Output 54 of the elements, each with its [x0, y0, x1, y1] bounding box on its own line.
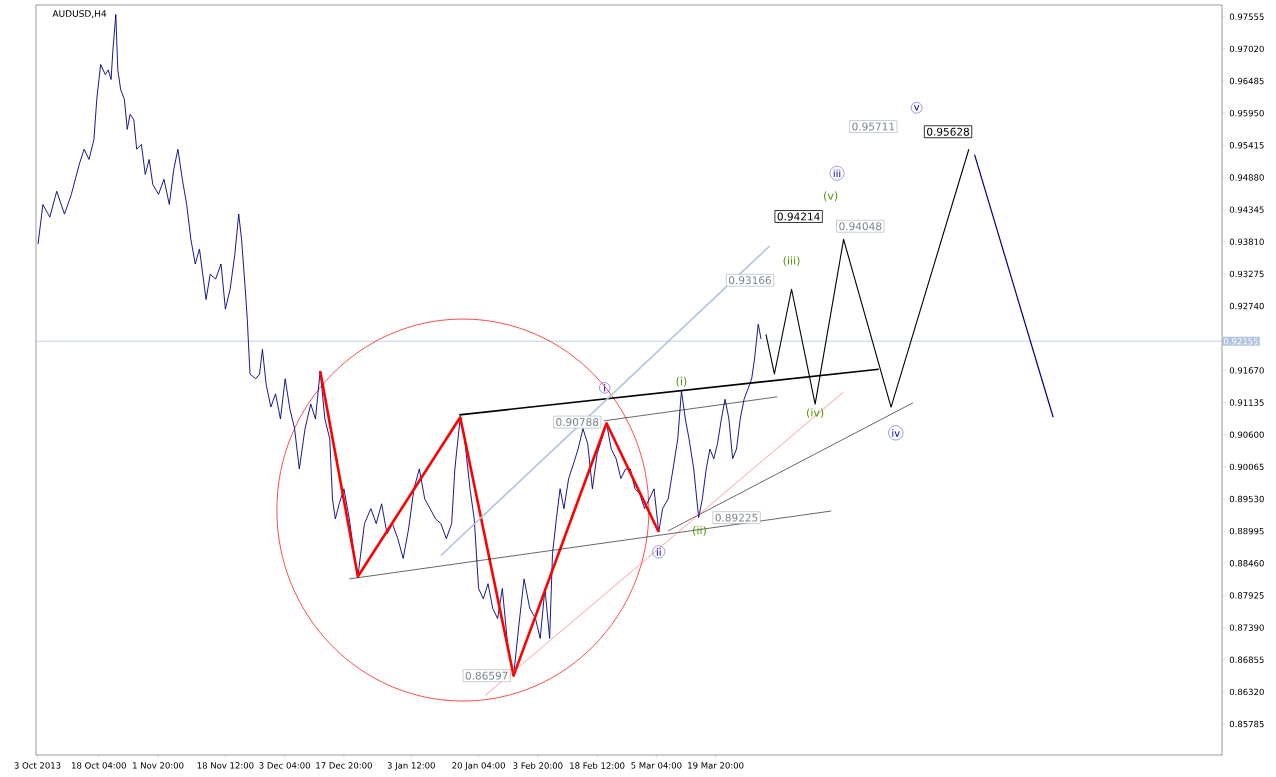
annotation: 0.95711: [852, 122, 895, 131]
x-tick-label: 18 Nov 12:00: [197, 762, 254, 769]
y-tick-label: 0.88995: [1229, 527, 1264, 535]
annotation: 0.86597: [465, 671, 508, 680]
y-tick-label: 0.95415: [1229, 142, 1264, 149]
y-tick-label: 0.90065: [1229, 463, 1264, 471]
annotation: (i): [676, 376, 687, 387]
x-tick-label: 20 Jan 04:00: [452, 762, 505, 771]
x-tick-label: 3 Oct 2013: [14, 762, 61, 769]
annotation: (ii): [693, 525, 706, 536]
ref-line-label: 0.92155: [1224, 338, 1258, 345]
y-tick-label: 0.97020: [1229, 45, 1264, 53]
x-tick-label: 3 Feb 20:00: [513, 762, 563, 769]
annotation: ii: [656, 548, 661, 556]
annotation: iii: [833, 169, 841, 178]
x-tick-label: 19 Mar 20:00: [688, 762, 744, 769]
y-tick-label: 0.86855: [1229, 656, 1264, 663]
y-tick-label: 0.88460: [1229, 560, 1264, 567]
y-tick-label: 0.94880: [1229, 174, 1264, 181]
y-tick-label: 0.87390: [1229, 624, 1264, 631]
x-tick-label: 17 Dec 20:00: [316, 762, 372, 769]
text: AUDUSD,H4: [52, 10, 107, 18]
y-tick-label: 0.89530: [1229, 495, 1264, 503]
y-tick-label: 0.86320: [1229, 688, 1264, 696]
annotation: i: [604, 384, 606, 392]
annotation: (iv): [807, 408, 824, 419]
y-tick-label: 0.90600: [1229, 431, 1264, 438]
annotation: 0.95628: [927, 127, 970, 136]
annotation: iv: [892, 429, 900, 437]
y-tick-label: 0.93810: [1229, 238, 1264, 245]
annotation: 0.90788: [556, 418, 599, 427]
annotation: 0.94048: [839, 222, 882, 231]
annotation: (v): [824, 191, 838, 202]
y-tick-label: 0.91135: [1229, 399, 1264, 406]
y-tick-label: 0.93275: [1229, 270, 1264, 278]
y-tick-label: 0.94345: [1229, 206, 1264, 213]
x-tick-label: 1 Nov 20:00: [133, 762, 184, 769]
annotation: 0.93166: [728, 276, 772, 285]
annotation: (iii): [783, 256, 800, 267]
y-tick-label: 0.91670: [1229, 367, 1264, 374]
y-tick-label: 0.92740: [1229, 302, 1264, 310]
x-tick-label: 18 Feb 12:00: [570, 762, 625, 769]
x-tick-label: 3 Jan 12:00: [387, 762, 435, 771]
x-tick-label: 3 Dec 04:00: [259, 762, 310, 769]
y-tick-label: 0.85785: [1229, 720, 1264, 728]
y-tick-label: 0.87925: [1229, 592, 1264, 599]
y-tick-label: 0.95950: [1229, 109, 1264, 117]
annotation: 0.94214: [777, 212, 820, 221]
x-tick-label: 5 Mar 04:00: [631, 762, 682, 769]
y-tick-label: 0.96485: [1229, 77, 1264, 85]
annotation: v: [913, 105, 920, 111]
annotation: 0.89225: [715, 513, 758, 522]
x-tick-label: 18 Oct 04:00: [72, 762, 126, 769]
y-tick-label: 0.97555: [1229, 13, 1264, 20]
